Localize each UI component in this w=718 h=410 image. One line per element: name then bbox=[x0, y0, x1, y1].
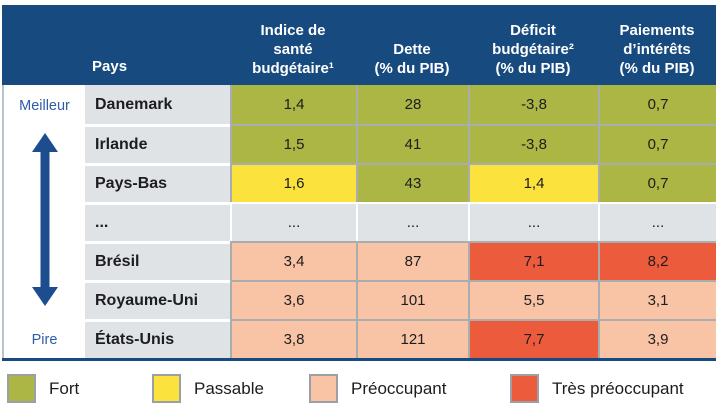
value-cell: ... bbox=[468, 202, 598, 241]
value-cell: 0,7 bbox=[598, 85, 716, 124]
legend-swatch-fort bbox=[7, 374, 36, 403]
legend-label-preoccupant: Préoccupant bbox=[351, 378, 447, 398]
value-cell: 1,4 bbox=[468, 163, 598, 202]
legend-label-fort: Fort bbox=[49, 378, 80, 398]
country-cell-danemark: Danemark bbox=[85, 85, 230, 124]
value-cell: -3,8 bbox=[468, 85, 598, 124]
legend-item-fort: Fort bbox=[7, 374, 79, 403]
country-cell-bresil: Brésil bbox=[85, 241, 230, 280]
arrow-down-head bbox=[31, 287, 58, 306]
ranking-axis: Meilleur Pire bbox=[2, 85, 85, 358]
value-cell: 1,6 bbox=[230, 163, 356, 202]
arrow-up-head bbox=[31, 133, 58, 152]
country-cell-pays-bas: Pays-Bas bbox=[85, 163, 230, 202]
value-cell: ... bbox=[598, 202, 716, 241]
legend-label-passable: Passable bbox=[194, 378, 264, 398]
legend-item-preoccupant: Préoccupant bbox=[309, 374, 446, 403]
legend-item-passable: Passable bbox=[152, 374, 264, 403]
value-cell: 1,5 bbox=[230, 124, 356, 163]
value-cell: 41 bbox=[356, 124, 468, 163]
country-cell-etats-unis: États-Unis bbox=[85, 319, 230, 358]
column-header-indice-sante: Indice de santé budgétaire¹ bbox=[230, 5, 356, 85]
column-header-paiements: Paiements d’intérêts (% du PIB) bbox=[598, 5, 716, 85]
value-cell: 0,7 bbox=[598, 124, 716, 163]
legend-swatch-passable bbox=[152, 374, 181, 403]
legend-label-tres-preoccupant: Très préoccupant bbox=[552, 378, 684, 398]
value-cell: 3,4 bbox=[230, 241, 356, 280]
value-cell: 3,6 bbox=[230, 280, 356, 319]
value-cell: 7,7 bbox=[468, 319, 598, 358]
value-cell: 3,9 bbox=[598, 319, 716, 358]
best-worst-arrow-icon bbox=[31, 133, 58, 306]
value-cell: 101 bbox=[356, 280, 468, 319]
value-cell: 121 bbox=[356, 319, 468, 358]
legend-item-tres-preoccupant: Très préoccupant bbox=[510, 374, 684, 403]
header-corner bbox=[2, 5, 85, 85]
value-cell: 87 bbox=[356, 241, 468, 280]
country-cell-ellipsis: ... bbox=[85, 202, 230, 241]
value-cell: 7,1 bbox=[468, 241, 598, 280]
column-header-pays: Pays bbox=[85, 5, 230, 85]
value-cell: 8,2 bbox=[598, 241, 716, 280]
axis-label-worst: Pire bbox=[31, 332, 58, 348]
value-cell: 43 bbox=[356, 163, 468, 202]
data-table: Pays Indice de santé budgétaire¹ Dette (… bbox=[2, 5, 716, 361]
country-cell-royaume-uni: Royaume-Uni bbox=[85, 280, 230, 319]
legend-swatch-tres-preoccupant bbox=[510, 374, 539, 403]
value-cell: -3,8 bbox=[468, 124, 598, 163]
legend: Fort Passable Préoccupant Très préoccupa… bbox=[2, 374, 716, 408]
country-cell-irlande: Irlande bbox=[85, 124, 230, 163]
arrow-shaft bbox=[40, 147, 49, 292]
value-cell: 1,4 bbox=[230, 85, 356, 124]
value-cell: ... bbox=[356, 202, 468, 241]
axis-label-best: Meilleur bbox=[19, 98, 70, 114]
value-cell: ... bbox=[230, 202, 356, 241]
value-cell: 3,1 bbox=[598, 280, 716, 319]
column-header-dette: Dette (% du PIB) bbox=[356, 5, 468, 85]
value-cell: 0,7 bbox=[598, 163, 716, 202]
value-cell: 5,5 bbox=[468, 280, 598, 319]
value-cell: 28 bbox=[356, 85, 468, 124]
legend-swatch-preoccupant bbox=[309, 374, 338, 403]
column-header-deficit: Déficit budgétaire² (% du PIB) bbox=[468, 5, 598, 85]
value-cell: 3,8 bbox=[230, 319, 356, 358]
